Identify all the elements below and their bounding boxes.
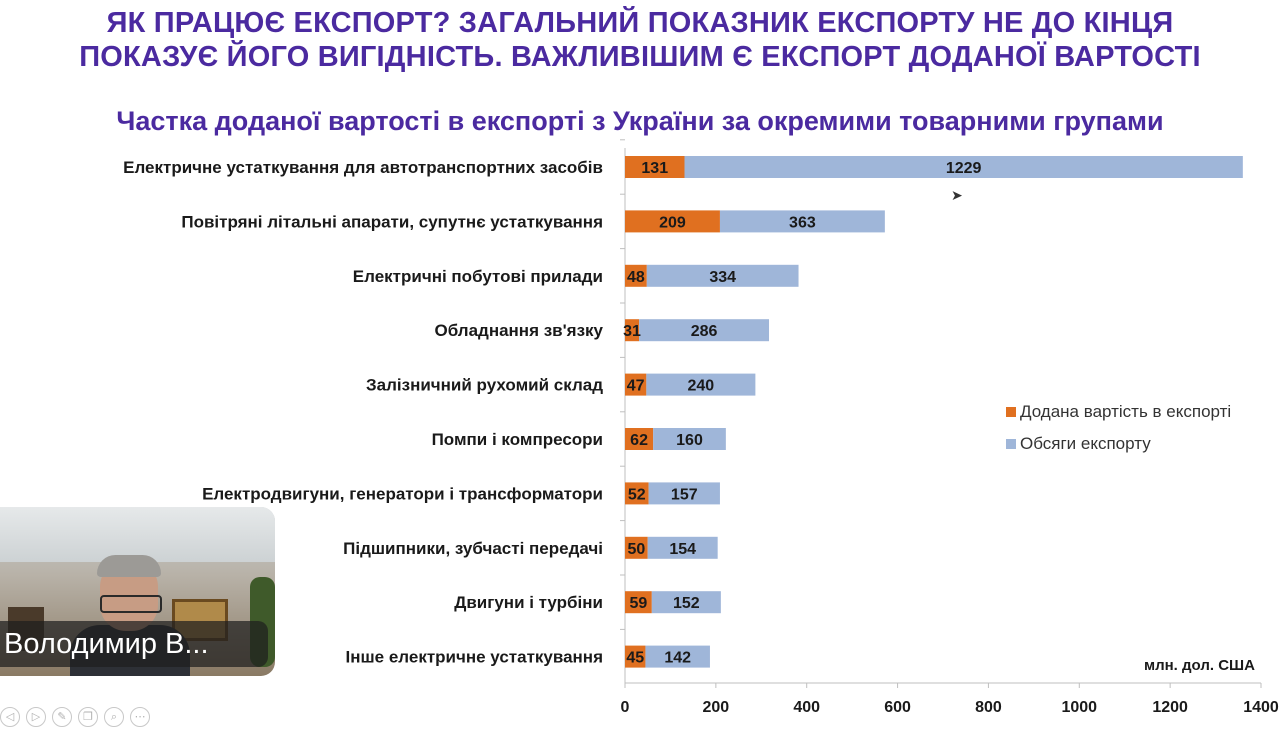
data-label-value-added: 31 — [623, 323, 641, 340]
data-label-value-added: 45 — [626, 650, 644, 667]
data-label-export-volume: 157 — [671, 486, 698, 503]
header-title-line-2: ПОКАЗУЄ ЙОГО ВИГІДНІСТЬ. ВАЖЛИВІШИМ Є ЕК… — [79, 41, 1201, 73]
bar-value-added — [625, 591, 652, 614]
bar-value-added — [625, 428, 654, 450]
data-label-value-added: 209 — [659, 214, 686, 231]
presentation-toolbar: ◁ ▷ ✎ ❐ ⌕ ⋯ — [0, 707, 150, 727]
bar-export-volume — [639, 319, 770, 342]
data-label-value-added: 59 — [630, 595, 648, 612]
prev-icon[interactable]: ◁ — [0, 707, 20, 727]
data-label-export-volume: 240 — [688, 378, 715, 395]
copy-icon[interactable]: ❐ — [78, 707, 98, 727]
data-label-export-volume: 152 — [673, 595, 700, 612]
bar-value-added — [625, 264, 647, 287]
data-label-value-added: 62 — [630, 432, 648, 449]
data-label-export-volume: 154 — [669, 541, 696, 558]
data-label-export-volume: 334 — [709, 269, 736, 286]
category-label: Електричні побутові прилади — [353, 267, 603, 286]
bar-export-volume — [684, 156, 1243, 178]
participant-name-tag: Володимир В... — [0, 621, 268, 667]
data-label-export-volume: 160 — [676, 432, 703, 449]
x-tick-label: 200 — [703, 699, 730, 716]
x-tick-label: 1400 — [1243, 699, 1279, 716]
bar-value-added — [625, 645, 646, 668]
legend-label: Обсяги експорту — [1020, 434, 1151, 453]
bar-export-volume — [646, 264, 799, 287]
bar-export-volume — [653, 428, 726, 450]
category-label: Двигуни і турбіни — [454, 593, 603, 612]
bar-value-added — [625, 319, 640, 342]
chart-title: Частка доданої вартості в експорті з Укр… — [116, 106, 1164, 136]
webcam-background — [0, 507, 275, 562]
bar-export-volume — [647, 536, 718, 559]
play-icon[interactable]: ▷ — [26, 707, 46, 727]
x-tick-label: 400 — [793, 699, 820, 716]
category-label: Повітряні літальні апарати, супутнє уста… — [181, 212, 603, 231]
data-label-value-added: 50 — [627, 541, 645, 558]
legend-label: Додана вартість в експорті — [1020, 402, 1231, 421]
mouse-cursor-icon: ➤ — [951, 187, 963, 203]
legend-swatch — [1006, 439, 1016, 449]
participant-glasses — [100, 595, 162, 613]
webcam-video-tile[interactable]: Володимир В... — [0, 507, 275, 676]
bar-value-added — [625, 482, 649, 505]
bar-export-volume — [651, 591, 721, 614]
category-label: Електродвигуни, генератори і трансформат… — [202, 484, 603, 503]
data-label-value-added: 131 — [641, 160, 668, 177]
bar-value-added — [625, 210, 720, 233]
data-label-value-added: 48 — [627, 269, 645, 286]
data-label-export-volume: 142 — [664, 650, 691, 667]
category-label: Залізничний рухомий склад — [366, 376, 603, 395]
bar-export-volume — [645, 645, 710, 668]
data-label-value-added: 52 — [628, 486, 646, 503]
x-tick-label: 600 — [884, 699, 911, 716]
bar-export-volume — [648, 482, 720, 505]
x-tick-label: 1200 — [1152, 699, 1188, 716]
data-label-value-added: 47 — [627, 378, 645, 395]
data-label-export-volume: 363 — [789, 214, 816, 231]
category-label: Помпи і компресори — [432, 430, 603, 449]
category-label: Електричне устаткування для автотранспор… — [123, 158, 603, 177]
bar-value-added — [625, 536, 648, 559]
data-label-export-volume: 1229 — [946, 160, 982, 177]
x-tick-label: 1000 — [1061, 699, 1097, 716]
participant-hair — [97, 555, 161, 577]
more-icon[interactable]: ⋯ — [130, 707, 150, 727]
x-tick-label: 800 — [975, 699, 1002, 716]
unit-label: млн. дол. США — [1144, 657, 1255, 674]
legend-swatch — [1006, 407, 1016, 417]
x-tick-label: 0 — [621, 699, 630, 716]
pen-icon[interactable]: ✎ — [52, 707, 72, 727]
category-label: Підшипники, зубчасті передачі — [343, 539, 603, 558]
data-label-export-volume: 286 — [691, 323, 718, 340]
bar-export-volume — [719, 210, 885, 233]
bar-value-added — [625, 156, 685, 178]
participant-name: Володимир В... — [4, 628, 209, 660]
category-label: Обладнання зв'язку — [434, 321, 603, 340]
bar-value-added — [625, 373, 647, 396]
bar-export-volume — [646, 373, 756, 396]
category-label: Інше електричне устаткування — [346, 648, 604, 667]
header-title-line-1: ЯК ПРАЦЮЄ ЕКСПОРТ? ЗАГАЛЬНИЙ ПОКАЗНИК ЕК… — [106, 7, 1174, 39]
zoom-icon[interactable]: ⌕ — [104, 707, 124, 727]
